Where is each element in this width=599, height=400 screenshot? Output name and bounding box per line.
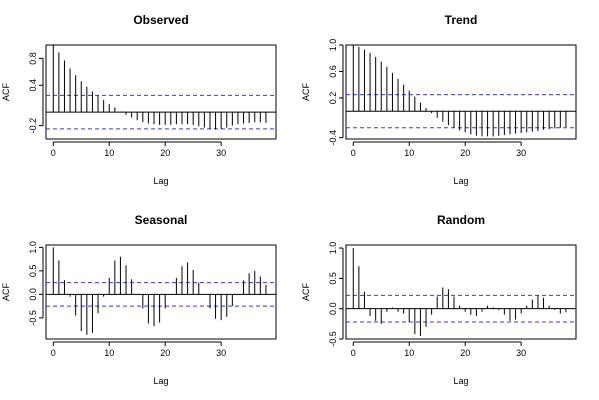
x-tick-label: 10 <box>404 348 414 358</box>
x-tick-label: 20 <box>160 348 170 358</box>
x-tick-label: 30 <box>516 148 526 158</box>
x-tick-label: 30 <box>516 348 526 358</box>
y-tick-label: 1.0 <box>328 39 338 52</box>
y-tick-label: -0.5 <box>28 310 38 326</box>
x-axis-label: Lag <box>153 176 168 186</box>
acf-panel-observed: Observed Lag ACF 0 10 20 30 -0.2 0.4 0.8 <box>1 13 277 186</box>
panel-title: Observed <box>133 13 188 27</box>
x-tick-label: 0 <box>51 348 56 358</box>
y-tick-label: 0.2 <box>328 92 338 105</box>
y-tick-label: 0.6 <box>328 65 338 78</box>
y-tick-label: -0.5 <box>328 331 338 347</box>
y-tick-label: -0.4 <box>328 130 338 146</box>
x-tick-label: 0 <box>351 348 356 358</box>
plot-frame <box>45 44 277 140</box>
panel-title: Trend <box>445 13 478 27</box>
y-tick-label: 0.5 <box>28 265 38 278</box>
x-tick-label: 30 <box>216 348 226 358</box>
panel-title: Random <box>437 213 485 227</box>
y-axis-label: ACF <box>1 82 11 101</box>
y-tick-label: 0.4 <box>28 79 38 92</box>
y-axis-label: ACF <box>1 282 11 301</box>
plot-frame <box>345 244 577 340</box>
x-tick-label: 20 <box>160 148 170 158</box>
y-tick-label: 1.0 <box>328 242 338 255</box>
x-tick-label: 20 <box>460 148 470 158</box>
x-tick-label: 30 <box>216 148 226 158</box>
acf-panel-seasonal: Seasonal Lag ACF 0 10 20 30 -0.5 0.0 0.5 1.0 <box>1 213 277 386</box>
panel-title: Seasonal <box>135 213 188 227</box>
x-axis-label: Lag <box>453 176 468 186</box>
acf-panel-random: Random Lag ACF 0 10 20 30 -0.5 0.0 0.5 1.0 <box>301 213 577 386</box>
x-axis-label: Lag <box>453 376 468 386</box>
x-tick-label: 20 <box>460 348 470 358</box>
x-tick-label: 10 <box>104 348 114 358</box>
acf-panel-trend: Trend Lag ACF 0 10 20 30 -0.4 0.2 0.6 1.0 <box>301 13 577 186</box>
x-tick-label: 0 <box>351 148 356 158</box>
x-axis-label: Lag <box>153 376 168 386</box>
plot-frame <box>345 44 577 140</box>
y-axis-label: ACF <box>301 282 311 301</box>
y-tick-label: 0.0 <box>28 288 38 301</box>
y-tick-label: 0.0 <box>328 302 338 315</box>
x-tick-label: 0 <box>51 148 56 158</box>
x-tick-label: 10 <box>104 148 114 158</box>
y-tick-label: 0.8 <box>28 52 38 65</box>
y-axis-label: ACF <box>301 82 311 101</box>
plot-frame <box>45 244 277 340</box>
y-tick-label: 0.5 <box>328 272 338 285</box>
y-tick-label: 1.0 <box>28 241 38 254</box>
x-tick-label: 10 <box>404 148 414 158</box>
y-tick-label: -0.2 <box>28 118 38 134</box>
